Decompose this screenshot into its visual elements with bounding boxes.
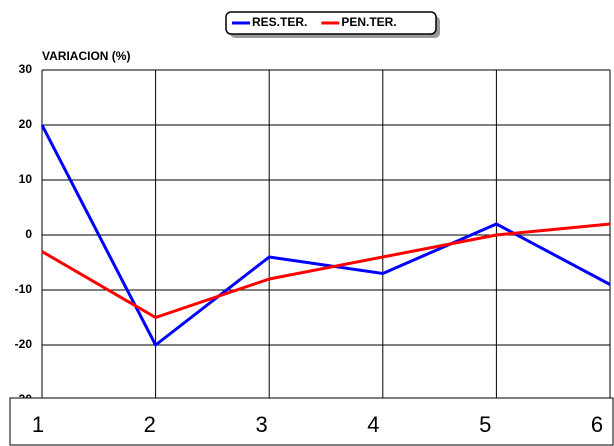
x-tick-label: 4: [367, 412, 379, 437]
y-axis-label: VARIACION (%): [42, 49, 130, 63]
y-tick-label: 0: [25, 227, 32, 241]
category-box: [9, 397, 614, 446]
y-tick-label: 10: [19, 172, 33, 186]
x-tick-label: 2: [144, 412, 156, 437]
y-tick-label: -10: [15, 282, 33, 296]
x-tick-label: 3: [255, 412, 267, 437]
y-tick-label: -20: [15, 337, 33, 351]
x-tick-label: 6: [591, 412, 603, 437]
x-tick-label: 5: [479, 412, 491, 437]
x-tick-label: 1: [32, 412, 44, 437]
line-series: [41, 222, 611, 319]
y-tick-label: 30: [19, 62, 33, 76]
y-tick-label: 20: [19, 117, 33, 131]
legend-label: PEN.TER.: [341, 15, 396, 29]
legend-label: RES.TER.: [252, 15, 307, 29]
